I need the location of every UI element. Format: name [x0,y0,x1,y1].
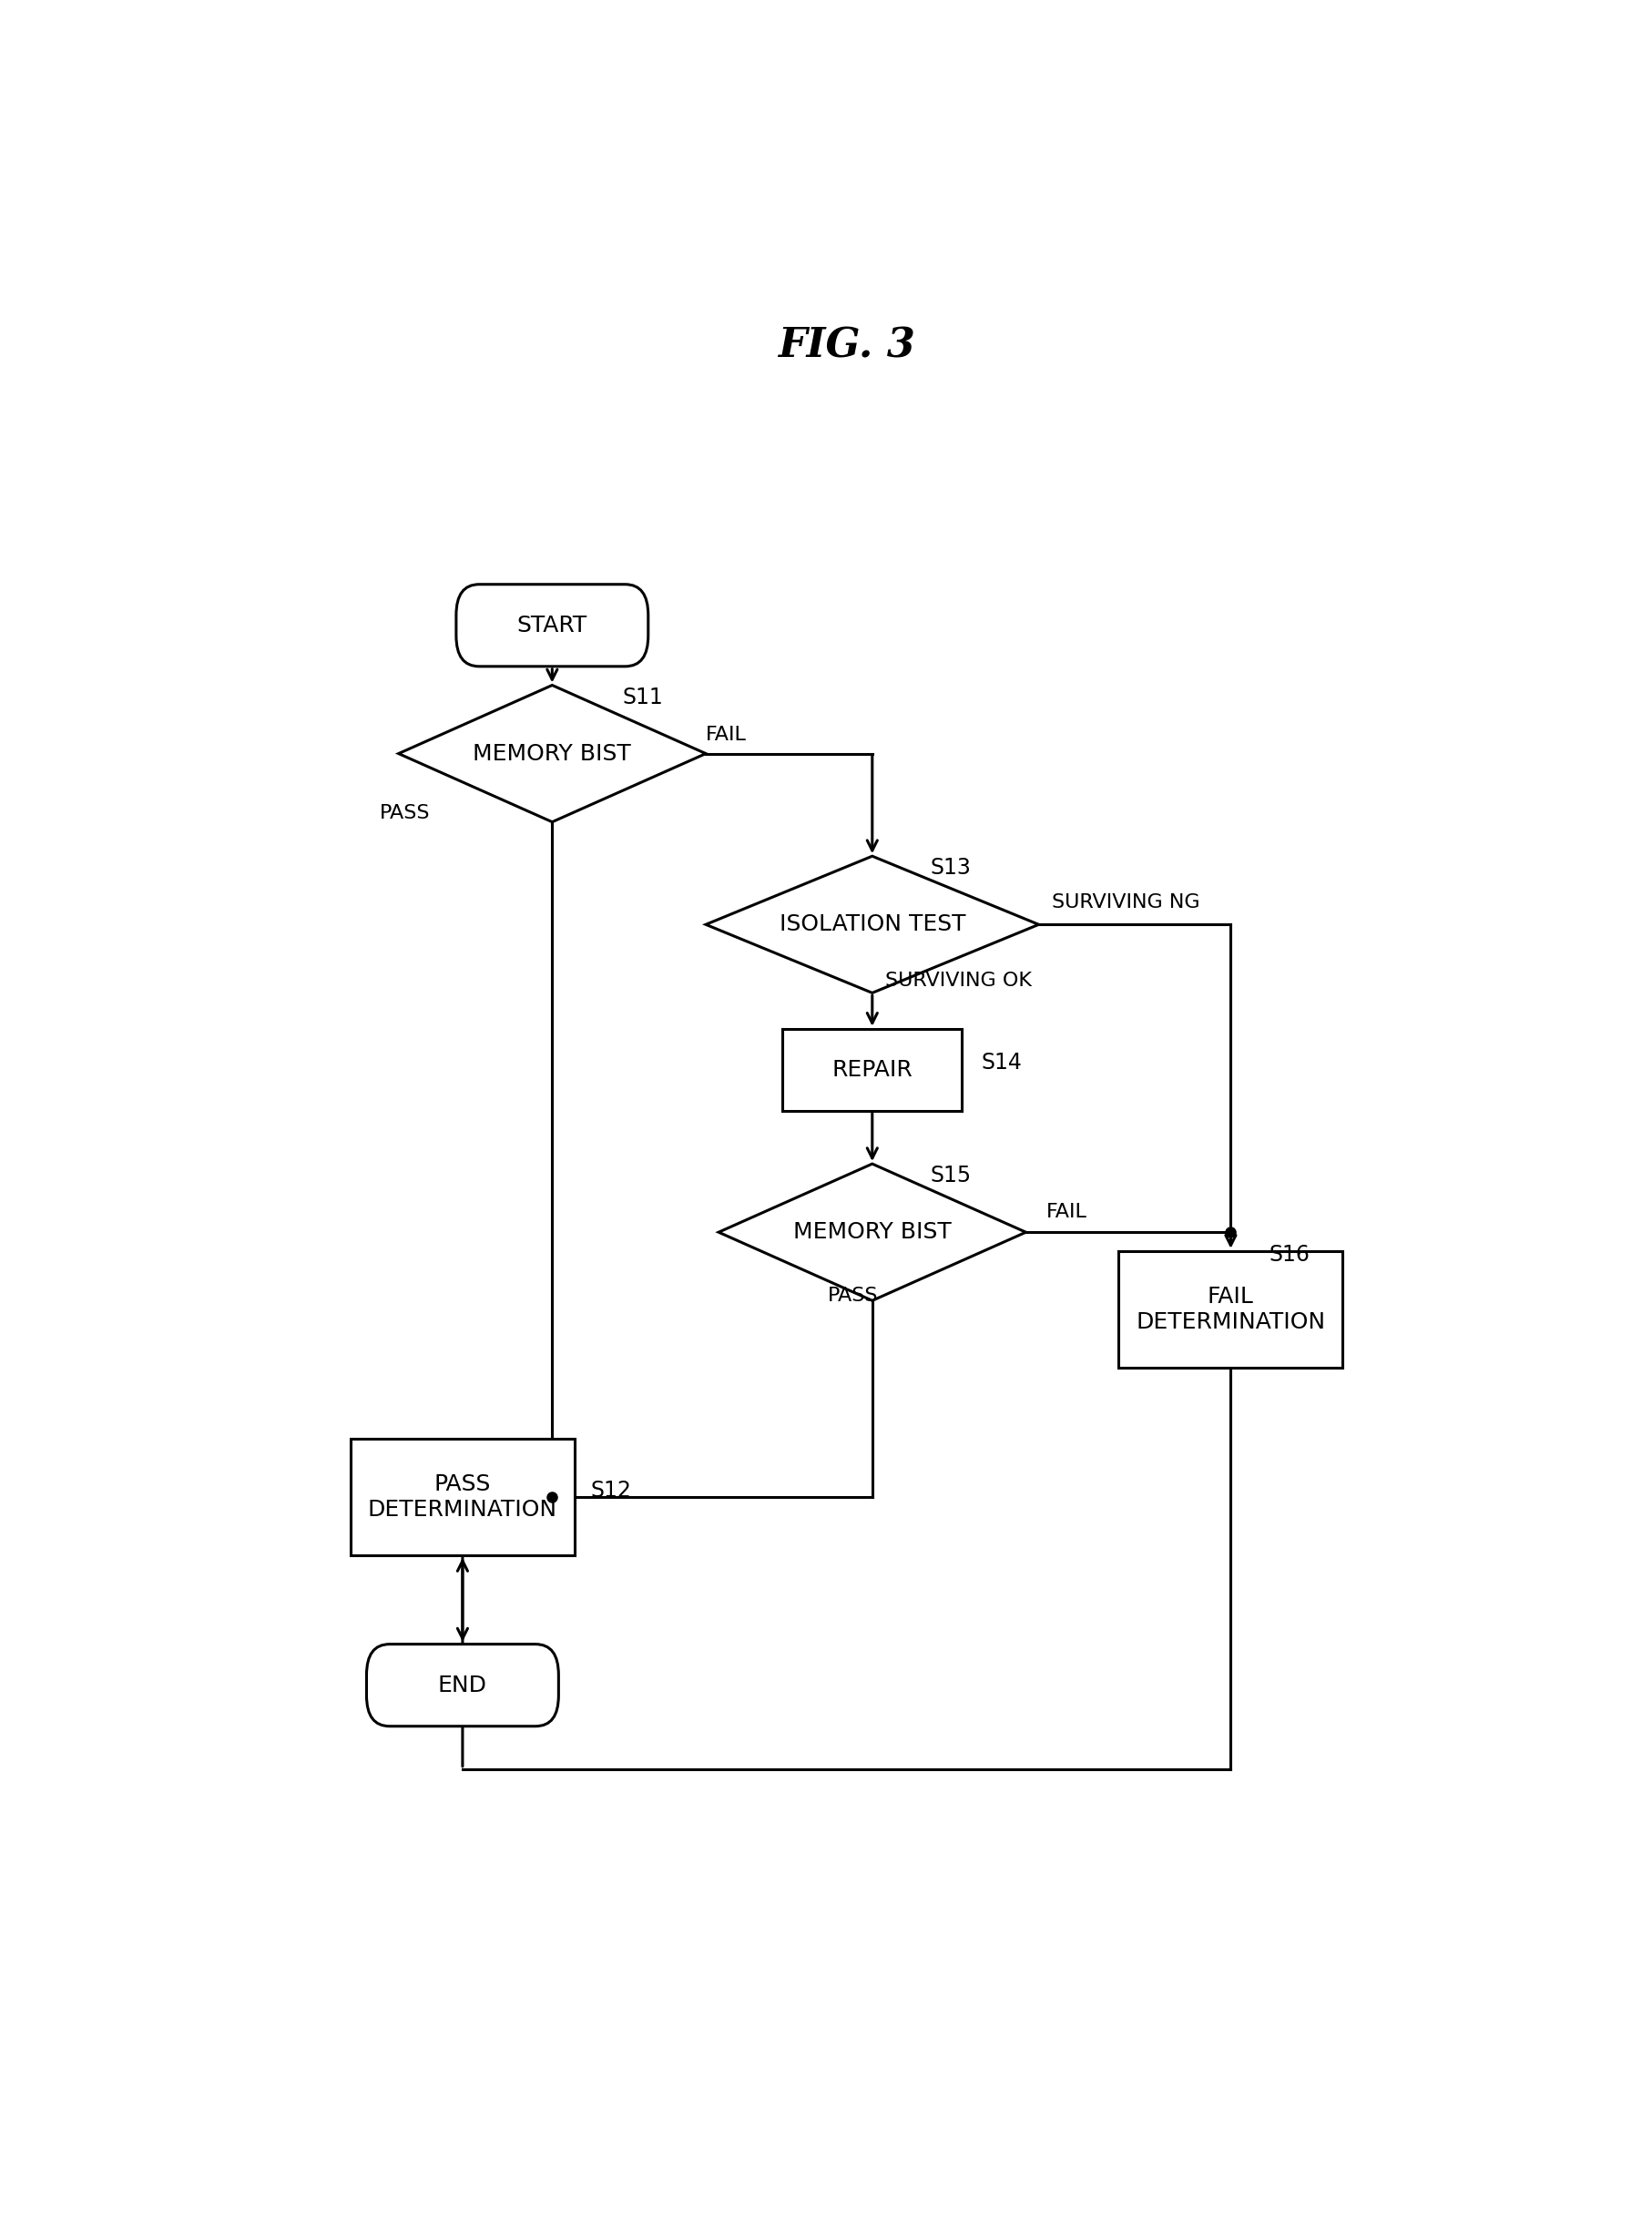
Bar [350,1439,575,1556]
Text: ISOLATION TEST: ISOLATION TEST [780,915,965,935]
Text: MEMORY BIST: MEMORY BIST [793,1221,952,1243]
Polygon shape [705,857,1039,992]
Text: S12: S12 [591,1479,631,1501]
Text: SURVIVING NG: SURVIVING NG [1052,892,1199,912]
FancyBboxPatch shape [456,584,648,666]
FancyBboxPatch shape [367,1645,558,1727]
Text: FAIL
DETERMINATION: FAIL DETERMINATION [1137,1285,1325,1332]
Text: END: END [438,1674,487,1696]
Text: MEMORY BIST: MEMORY BIST [472,744,631,764]
Text: START: START [517,615,588,637]
Text: REPAIR: REPAIR [833,1059,912,1081]
Polygon shape [398,686,705,821]
Text: S14: S14 [981,1052,1023,1074]
Polygon shape [719,1163,1026,1301]
Bar [783,1028,961,1110]
Text: S11: S11 [623,686,664,708]
Text: PASS: PASS [828,1285,879,1305]
Text: FAIL: FAIL [705,726,747,744]
Text: S13: S13 [930,857,971,879]
Text: S16: S16 [1269,1243,1310,1265]
Text: S15: S15 [930,1166,971,1188]
Text: PASS
DETERMINATION: PASS DETERMINATION [368,1474,557,1521]
Text: PASS: PASS [380,804,431,824]
Text: SURVIVING OK: SURVIVING OK [885,972,1032,990]
Text: FIG. 3: FIG. 3 [778,326,915,366]
Text: FAIL: FAIL [1046,1203,1087,1221]
Bar [1118,1252,1343,1368]
